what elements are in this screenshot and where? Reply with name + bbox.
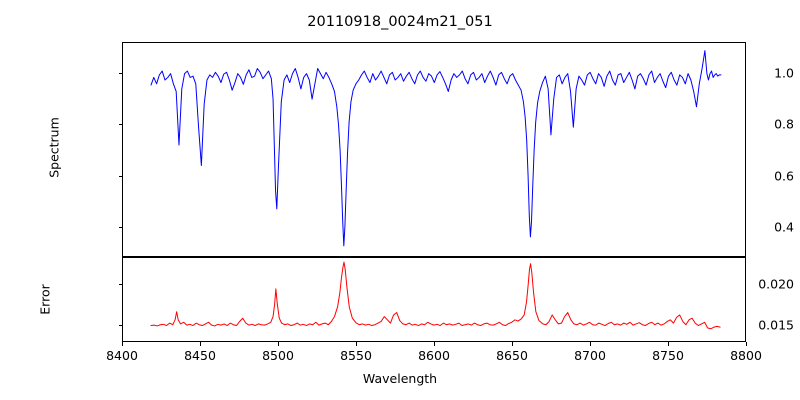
y-tick-mark <box>118 325 122 327</box>
x-tick-label: 8700 <box>574 348 606 363</box>
x-tick-mark <box>122 342 124 346</box>
error-series-svg <box>123 258 745 341</box>
spectrum-data-line <box>151 51 721 246</box>
x-tick-mark <box>434 342 436 346</box>
x-tick-mark <box>668 342 670 346</box>
y-axis-label-spectrum: Spectrum <box>46 117 62 178</box>
spectrum-plot-panel <box>122 42 746 257</box>
y-tick-label: 1.0 <box>774 65 794 81</box>
y-tick-label: 0.4 <box>774 219 794 235</box>
y-tick-label: 0.6 <box>774 168 794 184</box>
x-axis-label-wavelength: Wavelength <box>362 371 438 386</box>
x-tick-mark <box>746 342 748 346</box>
error-plot-panel <box>122 257 746 342</box>
x-tick-label: 8400 <box>106 348 138 363</box>
spectrum-series-svg <box>123 43 745 256</box>
x-tick-label: 8750 <box>652 348 684 363</box>
y-tick-mark <box>118 72 122 74</box>
x-tick-label: 8500 <box>262 348 294 363</box>
x-tick-label: 8600 <box>418 348 450 363</box>
x-tick-mark <box>590 342 592 346</box>
x-tick-mark <box>356 342 358 346</box>
y-tick-label: 0.020 <box>758 276 794 292</box>
y-tick-mark <box>118 227 122 229</box>
x-tick-label: 8450 <box>184 348 216 363</box>
y-tick-mark <box>118 283 122 285</box>
y-tick-label: 0.8 <box>774 116 794 132</box>
y-tick-mark <box>118 124 122 126</box>
x-tick-mark <box>278 342 280 346</box>
y-axis-label-error: Error <box>37 284 53 315</box>
x-tick-mark <box>200 342 202 346</box>
page-title: 20110918_0024m21_051 <box>307 14 493 30</box>
x-tick-label: 8550 <box>340 348 372 363</box>
x-tick-label: 8650 <box>496 348 528 363</box>
error-data-line <box>151 262 720 329</box>
x-tick-label: 8800 <box>730 348 762 363</box>
x-tick-mark <box>512 342 514 346</box>
y-tick-mark <box>118 175 122 177</box>
y-tick-label: 0.015 <box>758 317 794 333</box>
